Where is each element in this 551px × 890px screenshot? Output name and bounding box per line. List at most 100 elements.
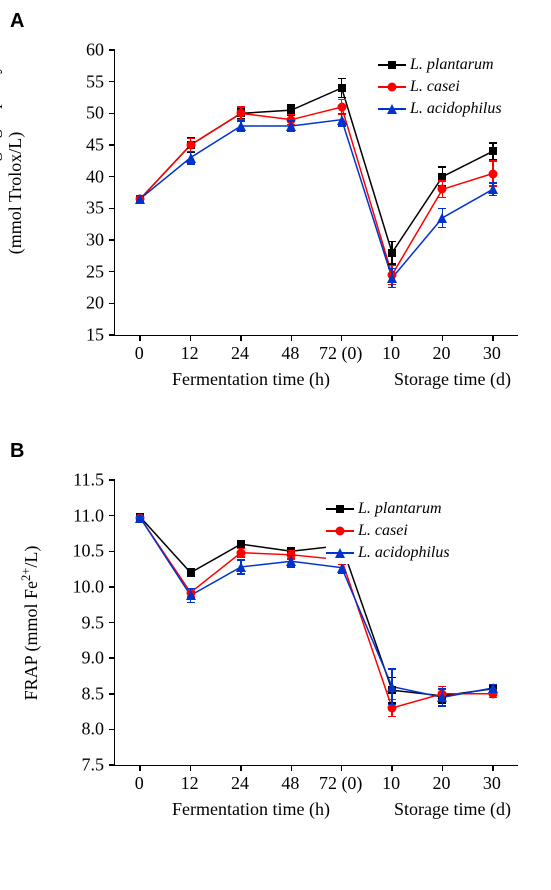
legend-label: L. casei: [410, 78, 460, 96]
y-axis-title: ABTS+ radical scavenging capacity(mmol T…: [0, 64, 26, 321]
legend-label: L. acidophilus: [410, 100, 502, 118]
x-tick: [341, 335, 343, 341]
series-marker-acidophilus: [186, 153, 196, 163]
x-tick: [442, 335, 444, 341]
error-cap: [237, 573, 245, 575]
x-axis-title-left: Fermentation time (h): [172, 799, 330, 820]
series-marker-plantarum: [388, 249, 396, 257]
x-tick: [240, 335, 242, 341]
series-marker-acidophilus: [236, 562, 246, 572]
legend-label: L. plantarum: [358, 500, 442, 518]
error-cap: [237, 559, 245, 561]
legend-item-plantarum: L. plantarum: [326, 498, 450, 520]
x-tick: [291, 765, 293, 771]
x-tick: [240, 765, 242, 771]
series-marker-casei: [438, 185, 447, 194]
y-tick-label: 45: [68, 135, 104, 156]
x-tick: [341, 765, 343, 771]
panel-label-a: A: [10, 10, 24, 33]
series-marker-casei: [488, 169, 497, 178]
series-marker-plantarum: [338, 84, 346, 92]
error-cap: [438, 166, 446, 168]
y-tick-label: 50: [68, 103, 104, 124]
error-cap: [388, 716, 396, 718]
error-cap: [338, 78, 346, 80]
legend: L. plantarum L. casei L. acidophilus: [378, 54, 502, 120]
legend-item-casei: L. casei: [378, 76, 502, 98]
legend-label: L. acidophilus: [358, 544, 450, 562]
y-tick-label: 25: [68, 261, 104, 282]
legend-item-casei: L. casei: [326, 520, 450, 542]
legend-label: L. casei: [358, 522, 408, 540]
panel-a: A 15202530354045505560012244872 (0)10203…: [0, 0, 551, 430]
series-marker-acidophilus: [488, 683, 498, 693]
error-cap: [187, 138, 195, 140]
x-axis-title-right: Storage time (d): [394, 799, 511, 820]
series-marker-acidophilus: [236, 121, 246, 131]
x-tick: [139, 335, 141, 341]
error-cap: [388, 704, 396, 706]
series-marker-casei: [236, 109, 245, 118]
series-marker-casei: [186, 141, 195, 150]
series-marker-casei: [337, 103, 346, 112]
error-cap: [489, 160, 497, 162]
legend-label: L. plantarum: [410, 56, 494, 74]
error-cap: [187, 588, 195, 590]
error-cap: [388, 287, 396, 289]
error-cap: [388, 265, 396, 267]
error-cap: [438, 688, 446, 690]
series-marker-acidophilus: [387, 273, 397, 283]
y-tick-label: 9.5: [68, 612, 104, 633]
y-tick-label: 10.0: [68, 576, 104, 597]
error-cap: [438, 227, 446, 229]
legend-item-plantarum: L. plantarum: [378, 54, 502, 76]
series-marker-plantarum: [489, 147, 497, 155]
series-marker-acidophilus: [337, 563, 347, 573]
legend-line-icon: [326, 508, 354, 510]
legend-line-icon: [378, 86, 406, 88]
series-marker-acidophilus: [488, 184, 498, 194]
y-tick-label: 60: [68, 40, 104, 61]
series-marker-acidophilus: [437, 692, 447, 702]
error-cap: [338, 99, 346, 101]
series-marker-acidophilus: [286, 121, 296, 131]
error-cap: [489, 142, 497, 144]
legend-marker-icon: [388, 83, 397, 92]
series-marker-acidophilus: [337, 115, 347, 125]
legend-marker-icon: [336, 505, 344, 513]
error-cap: [237, 106, 245, 108]
legend-line-icon: [378, 64, 406, 66]
error-cap: [388, 241, 396, 243]
y-tick-label: 15: [68, 325, 104, 346]
x-tick-label: 30: [462, 773, 522, 794]
y-tick-label: 8.5: [68, 683, 104, 704]
x-axis-title-right: Storage time (d): [394, 369, 511, 390]
y-tick-label: 11.0: [68, 505, 104, 526]
error-cap: [187, 163, 195, 165]
legend-line-icon: [378, 108, 406, 110]
panel-label-b: B: [10, 440, 24, 463]
legend-marker-icon: [388, 61, 396, 69]
error-cap: [338, 573, 346, 575]
y-tick-label: 40: [68, 166, 104, 187]
error-cap: [388, 668, 396, 670]
series-marker-acidophilus: [437, 213, 447, 223]
series-lines: [115, 480, 518, 765]
x-tick: [139, 765, 141, 771]
x-tick: [291, 335, 293, 341]
x-tick: [492, 335, 494, 341]
x-axis-title-left: Fermentation time (h): [172, 369, 330, 390]
y-tick-label: 8.0: [68, 719, 104, 740]
error-cap: [438, 197, 446, 199]
x-tick: [492, 765, 494, 771]
error-cap: [338, 125, 346, 127]
legend: L. plantarum L. casei L. acidophilus: [326, 498, 450, 564]
x-tick: [190, 335, 192, 341]
y-tick-label: 9.0: [68, 648, 104, 669]
series-marker-casei: [236, 548, 245, 557]
legend-item-acidophilus: L. acidophilus: [378, 98, 502, 120]
legend-line-icon: [326, 552, 354, 554]
x-tick-label: 30: [462, 343, 522, 364]
legend-item-acidophilus: L. acidophilus: [326, 542, 450, 564]
series-marker-acidophilus: [135, 513, 145, 523]
